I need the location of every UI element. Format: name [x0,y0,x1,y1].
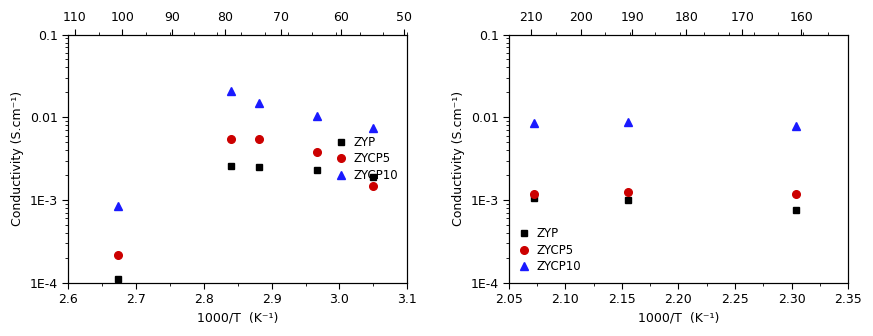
ZYCP10 [368,126,378,130]
ZYCP5 [312,150,322,154]
ZYP [368,175,378,179]
ZYCP5 [528,192,539,196]
ZYCP10 [528,121,539,125]
Line: ZYP: ZYP [531,195,799,214]
X-axis label: 1000/T  (K⁻¹): 1000/T (K⁻¹) [638,312,719,325]
Line: ZYCP10: ZYCP10 [530,118,801,130]
ZYP [791,208,801,212]
ZYCP10 [226,89,237,93]
Line: ZYCP10: ZYCP10 [114,86,377,210]
ZYCP10 [312,114,322,118]
ZYP [312,168,322,172]
ZYP [528,196,539,200]
ZYCP5 [368,183,378,187]
ZYP [113,278,124,282]
ZYP [622,198,633,202]
Line: ZYCP5: ZYCP5 [114,135,376,258]
ZYP [254,165,265,169]
ZYCP5 [254,137,265,141]
Line: ZYP: ZYP [115,163,375,283]
ZYCP5 [226,137,237,141]
Y-axis label: Conductivity (S.cm⁻¹): Conductivity (S.cm⁻¹) [11,91,24,226]
ZYCP5 [622,190,633,194]
ZYCP5 [791,192,801,196]
ZYCP10 [791,124,801,128]
Legend: ZYP, ZYCP5, ZYCP10: ZYP, ZYCP5, ZYCP10 [332,132,402,185]
Legend: ZYP, ZYCP5, ZYCP10: ZYP, ZYCP5, ZYCP10 [515,224,584,277]
ZYCP10 [622,120,633,124]
ZYCP10 [254,101,265,105]
ZYCP10 [113,204,124,208]
X-axis label: 1000/T  (K⁻¹): 1000/T (K⁻¹) [197,312,278,325]
Y-axis label: Conductivity (S.cm⁻¹): Conductivity (S.cm⁻¹) [452,91,464,226]
ZYCP5 [113,253,124,257]
ZYP [226,164,237,168]
Line: ZYCP5: ZYCP5 [530,188,800,197]
